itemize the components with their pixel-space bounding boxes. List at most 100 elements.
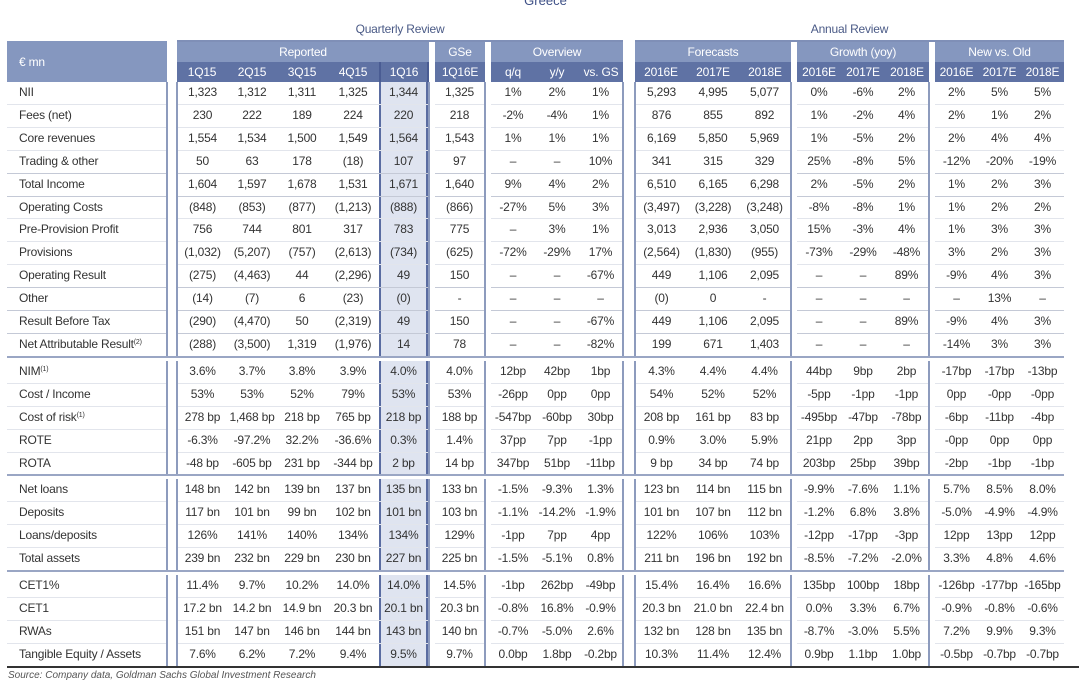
footnote-marker: (1) <box>40 365 49 373</box>
cell-growth-2016e: 0.0% <box>797 597 841 621</box>
cell-1q15: 11.4% <box>177 575 227 598</box>
cell-growth-2018e: 5% <box>885 150 929 174</box>
cell-vs-gs: -49bp <box>579 575 623 598</box>
cell-qq: 1% <box>491 82 535 105</box>
cell-1q15: (275) <box>177 264 227 289</box>
cell-3q15: 50 <box>277 310 327 334</box>
cell-newold-2018e: 3% <box>1021 218 1064 243</box>
cell-forecast-2017e: 4,995 <box>687 82 739 105</box>
cell-growth-2016e: 15% <box>797 218 841 243</box>
footnote-marker: (2) <box>133 338 142 346</box>
cell-3q15: 14.9 bn <box>277 597 327 621</box>
cell-yy: 51bp <box>535 452 579 477</box>
cell-growth-2018e: – <box>885 287 929 312</box>
cell-yy: 42bp <box>535 360 579 384</box>
cell-growth-2016e: 44bp <box>797 360 841 384</box>
cell-qq: 37pp <box>491 429 535 453</box>
cell-1q16e: 9.7% <box>435 643 485 667</box>
cell-forecast-2017e: 52% <box>687 383 739 407</box>
cell-2q15: 1,534 <box>227 127 277 151</box>
table-row: Fees (net) 230 222 189 224 220 218 -2% -4% 1% 876 8… <box>7 104 1064 128</box>
cell-forecast-2017e: 315 <box>687 150 739 174</box>
cell-vs-gs: -67% <box>579 264 623 289</box>
cell-yy: – <box>535 333 579 358</box>
cell-forecast-2017e: 671 <box>687 333 739 358</box>
cell-growth-2018e: 3pp <box>885 429 929 453</box>
cell-growth-2016e: -1.2% <box>797 501 841 526</box>
cell-newold-2016e: 1% <box>935 196 978 220</box>
cell-2q15: 9.7% <box>227 575 277 598</box>
cell-vs-gs: -1.9% <box>579 501 623 526</box>
cell-1q15: 3.6% <box>177 360 227 384</box>
cell-newold-2018e: -4.9% <box>1021 501 1064 526</box>
cell-growth-2018e: 2% <box>885 82 929 105</box>
cell-newold-2017e: 2% <box>978 173 1021 197</box>
cell-newold-2018e: 4% <box>1021 127 1064 151</box>
growth-group-header: Growth (yoy) <box>797 41 929 62</box>
annual-review-label: Annual Review <box>635 18 1064 42</box>
table-row: RWAs 151 bn 147 bn 146 bn 144 bn 143 bn 140 bn… <box>7 620 1064 644</box>
cell-1q15: (290) <box>177 310 227 334</box>
cell-newold-2017e: 4% <box>978 264 1021 289</box>
cell-forecast-2017e: 2,936 <box>687 218 739 243</box>
cell-growth-2016e: – <box>797 264 841 289</box>
cell-newold-2018e: 9.3% <box>1021 620 1064 644</box>
cell-growth-2017e: -5% <box>841 173 885 197</box>
cell-vs-gs: 30bp <box>579 406 623 430</box>
row-label: Pre-Provision Profit <box>7 218 167 243</box>
cell-1q16: 227 bn <box>379 547 429 573</box>
cell-qq: – <box>491 287 535 312</box>
cell-3q15: 6 <box>277 287 327 312</box>
cell-1q16e: 20.3 bn <box>435 597 485 621</box>
cell-1q16: 49 <box>379 264 429 289</box>
cell-4q15: (1,213) <box>327 196 379 220</box>
cell-forecast-2017e: 5,850 <box>687 127 739 151</box>
cell-1q16: 783 <box>379 218 429 243</box>
cell-forecast-2018e: 6,298 <box>739 173 791 197</box>
cell-growth-2017e: -5% <box>841 127 885 151</box>
cell-growth-2017e: – <box>841 333 885 358</box>
row-label: Tangible Equity / Assets <box>7 643 167 667</box>
cell-growth-2018e: 89% <box>885 310 929 334</box>
cell-newold-2017e: 3% <box>978 218 1021 243</box>
cell-forecast-2017e: 6,165 <box>687 173 739 197</box>
cell-newold-2017e: -0.7bp <box>978 643 1021 667</box>
cell-yy: -29% <box>535 241 579 266</box>
cell-forecast-2016e: 876 <box>635 104 687 128</box>
cell-newold-2017e: 4% <box>978 127 1021 151</box>
cell-newold-2018e: -4bp <box>1021 406 1064 430</box>
cell-newold-2018e: 3% <box>1021 310 1064 334</box>
row-label-text: CET1% <box>19 578 60 593</box>
cell-yy: – <box>535 150 579 174</box>
cell-forecast-2016e: 6,169 <box>635 127 687 151</box>
cell-forecast-2018e: 3,050 <box>739 218 791 243</box>
table-row: Cost of risk(1) 278 bp 1,468 bp 218 bp 765 b… <box>7 406 1064 430</box>
row-label-text: Trading & other <box>19 153 99 168</box>
cell-yy: 262bp <box>535 575 579 598</box>
column-header-growth-2017e: 2017E <box>841 62 885 82</box>
column-header-growth-2016e: 2016E <box>797 62 841 82</box>
cell-newold-2016e: -6bp <box>935 406 978 430</box>
cell-forecast-2016e: 54% <box>635 383 687 407</box>
cell-forecast-2017e: 128 bn <box>687 620 739 644</box>
cell-growth-2016e: -8.5% <box>797 547 841 573</box>
cell-qq: -1.1% <box>491 501 535 526</box>
cell-forecast-2016e: 449 <box>635 264 687 289</box>
row-label-text: ROTA <box>19 455 51 470</box>
cell-4q15: 224 <box>327 104 379 128</box>
cell-forecast-2018e: 74 bp <box>739 452 791 477</box>
cell-growth-2017e: 100bp <box>841 575 885 598</box>
cell-yy: 4% <box>535 173 579 197</box>
cell-growth-2016e: 0.9bp <box>797 643 841 667</box>
cell-newold-2017e: -0pp <box>978 383 1021 407</box>
review-band-row: Quarterly Review Annual Review <box>7 18 1064 42</box>
cell-yy: -60bp <box>535 406 579 430</box>
cell-growth-2018e: 2bp <box>885 360 929 384</box>
cell-growth-2017e: -7.6% <box>841 479 885 503</box>
cell-2q15: (5,207) <box>227 241 277 266</box>
cell-newold-2017e: 3% <box>978 333 1021 358</box>
cell-vs-gs: – <box>579 287 623 312</box>
row-label: Cost / Income <box>7 383 167 407</box>
column-header-newold-2018e: 2018E <box>1021 62 1064 82</box>
cell-growth-2016e: 0% <box>797 82 841 105</box>
